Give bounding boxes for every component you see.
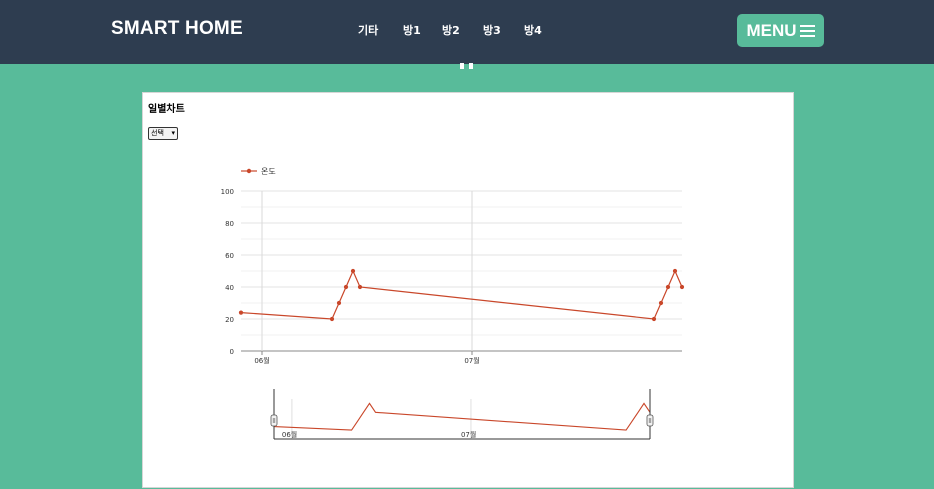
data-point [238, 310, 244, 315]
data-point [357, 284, 363, 290]
y-tick-label: 100 [221, 188, 234, 196]
grid-layer [241, 190, 682, 352]
menu-button-label: MENU [746, 20, 797, 40]
data-point [679, 284, 685, 290]
x-tick-label: 06월 [254, 356, 269, 365]
nav-item-room4[interactable]: 방4 [524, 24, 542, 37]
navigator-tick-label: 07월 [461, 430, 476, 439]
menu-button[interactable]: MENU [737, 14, 824, 47]
chevron-down-icon: ▾ [171, 129, 175, 137]
navigator-handle-left[interactable] [270, 414, 278, 427]
data-point [343, 284, 349, 290]
nav-item-room3[interactable]: 방3 [483, 24, 501, 37]
scroll-indicator-left [460, 63, 464, 69]
y-tick-label: 80 [225, 220, 234, 228]
chart-panel: 일별차트 선택 ▾ 온도 100 80 60 40 20 0 06월 07월 06월 07월 [142, 92, 794, 488]
legend-marker [246, 168, 252, 174]
y-tick-label: 40 [225, 284, 234, 292]
nav-item-room2[interactable]: 방2 [442, 24, 460, 37]
data-point [350, 268, 356, 274]
navigator-handle-right[interactable] [646, 414, 654, 427]
data-point [672, 268, 678, 274]
panel-title: 일별차트 [148, 104, 185, 115]
data-point [329, 316, 335, 322]
date-select[interactable]: 선택 ▾ [148, 127, 178, 140]
data-point [651, 316, 657, 322]
temperature-chart[interactable]: 온도 100 80 60 40 20 0 06월 07월 06월 07월 [143, 93, 795, 489]
scroll-indicator-right [469, 63, 473, 69]
data-point [658, 300, 664, 306]
navigator[interactable]: 06월 07월 [270, 389, 654, 440]
y-tick-label: 20 [225, 316, 234, 324]
series-line-temperature [240, 269, 683, 320]
hamburger-icon [799, 24, 815, 37]
series-layer [238, 268, 685, 322]
y-tick-label: 60 [225, 252, 234, 260]
legend-label[interactable]: 온도 [261, 167, 276, 176]
data-point [336, 300, 342, 306]
y-tick-label: 0 [230, 348, 234, 356]
date-select-value: 선택 [151, 129, 164, 137]
brand-logo[interactable]: SMART HOME [111, 18, 243, 39]
x-tick-label: 07월 [464, 356, 479, 365]
nav-item-etc[interactable]: 기타 [358, 24, 379, 37]
navigator-series-line [273, 402, 651, 431]
data-point [665, 284, 671, 290]
axis-layer: 100 80 60 40 20 0 06월 07월 [221, 188, 480, 365]
top-navbar: SMART HOME 기타 방1 방2 방3 방4 MENU [0, 0, 934, 64]
navigator-tick-label: 06월 [282, 430, 297, 439]
nav-item-room1[interactable]: 방1 [403, 24, 421, 37]
